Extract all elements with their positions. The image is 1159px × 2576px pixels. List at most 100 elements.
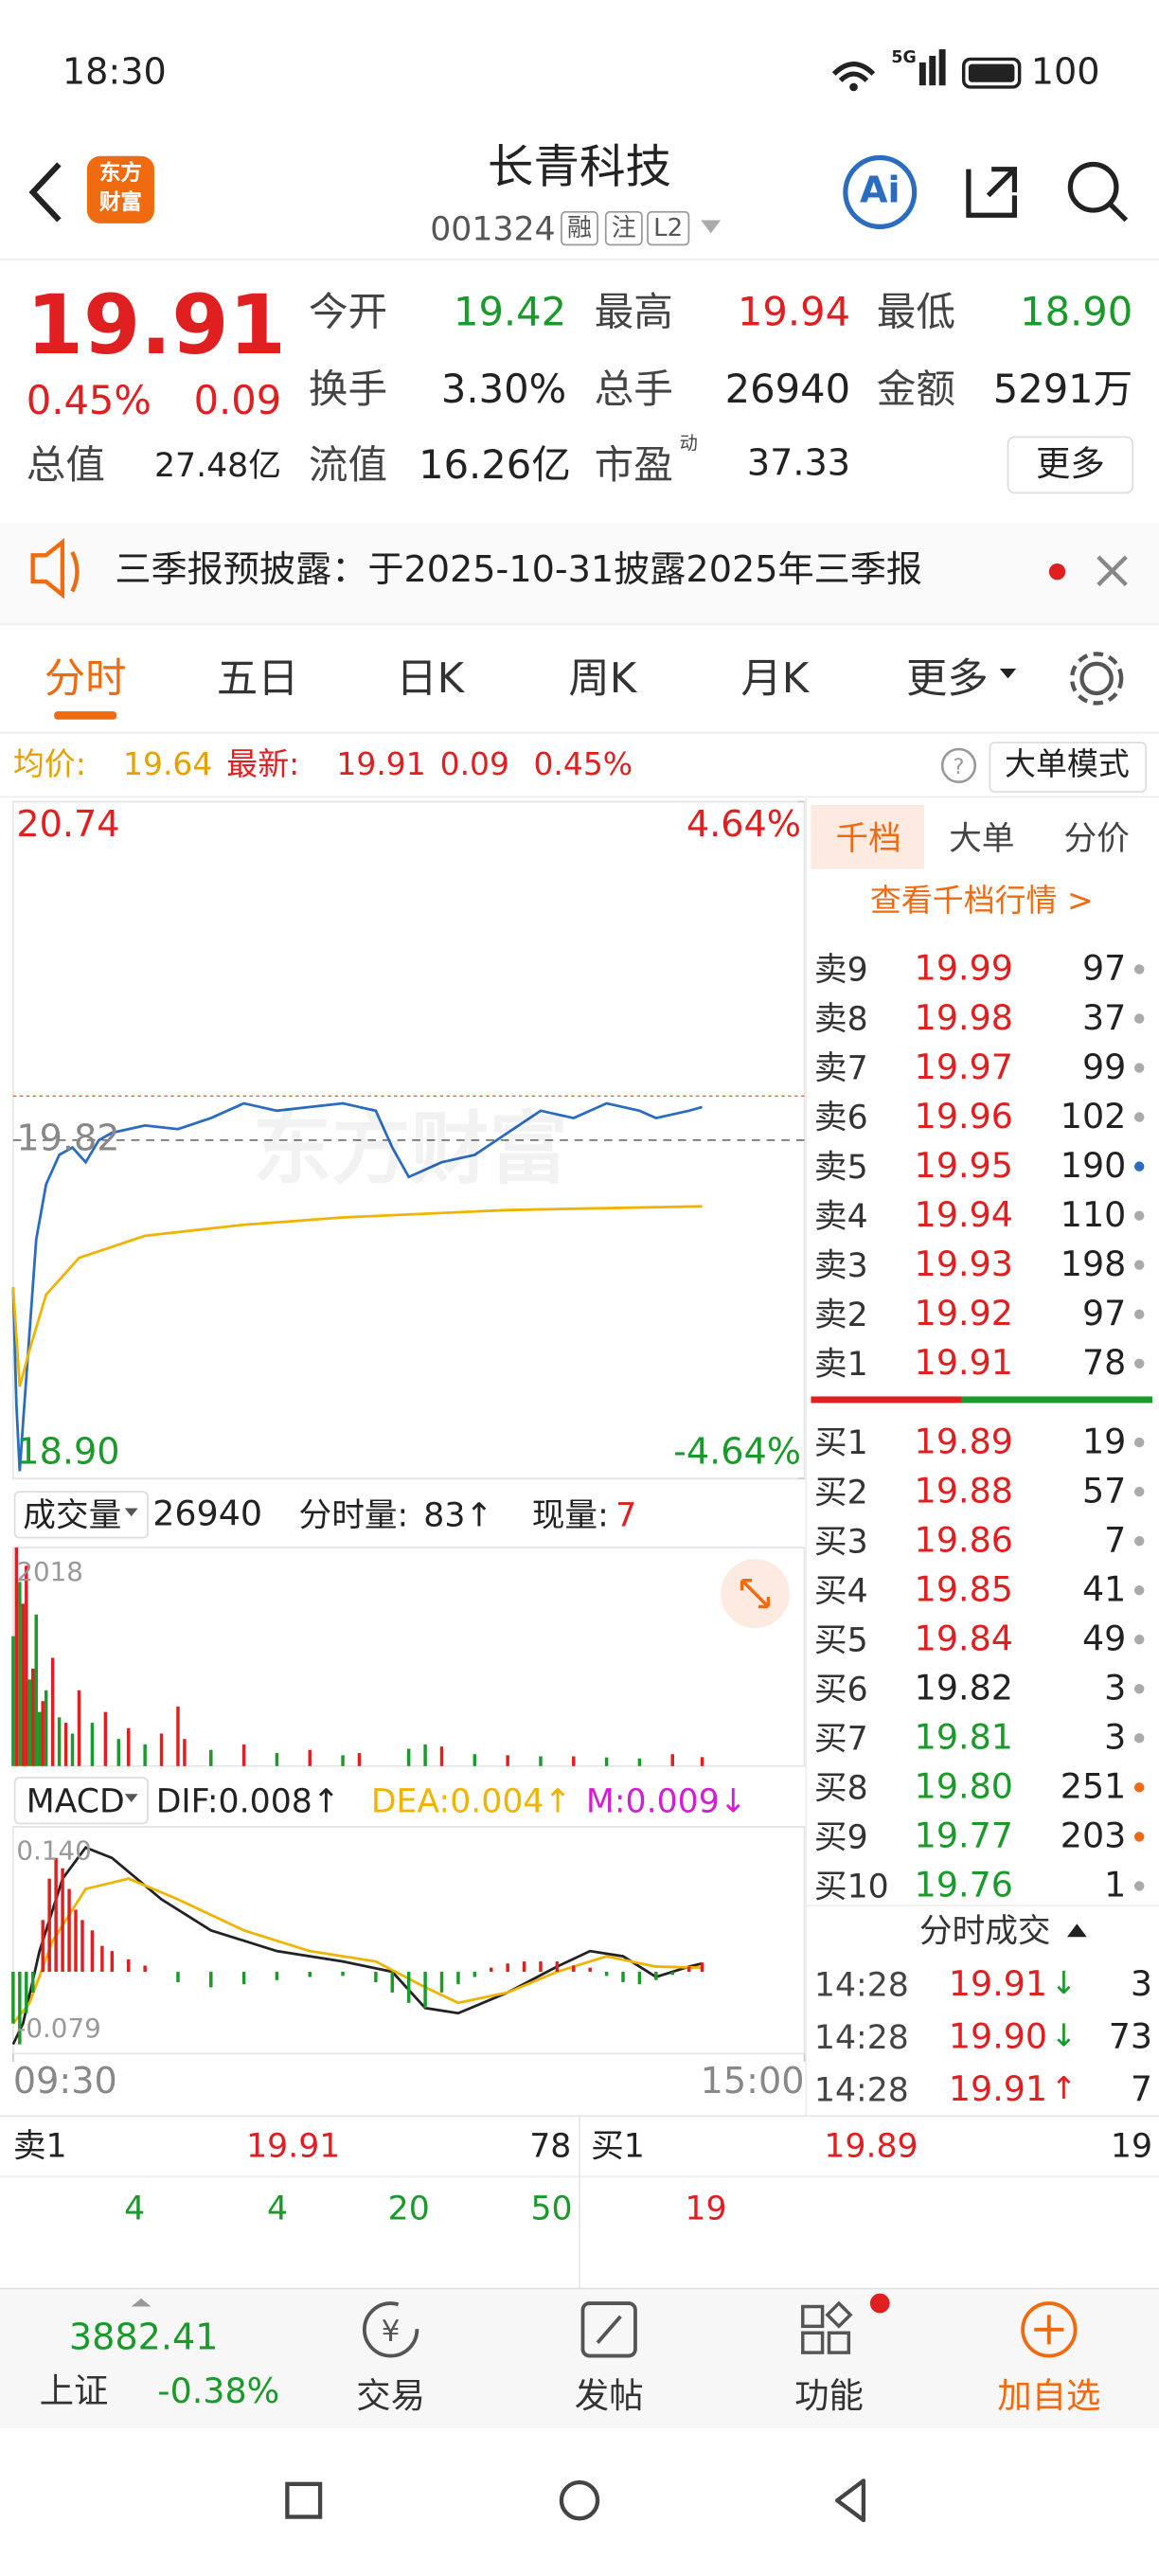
- book-volume: 41: [1081, 1569, 1127, 1610]
- bar: [54, 1857, 58, 1973]
- book-label: 卖7: [813, 1047, 868, 1088]
- queue-volume: 20: [387, 2188, 430, 2228]
- latest-change: 0.09: [439, 746, 509, 783]
- bar: [423, 1744, 427, 1766]
- chart-tab[interactable]: 分时: [44, 654, 127, 703]
- book-volume: 37: [1081, 997, 1127, 1038]
- bar: [25, 1565, 28, 1766]
- y-tick-label: 20.74: [16, 805, 120, 847]
- stock-tag: 融: [561, 210, 598, 246]
- ai-button[interactable]: Ai: [859, 170, 900, 212]
- bar: [654, 1972, 658, 1980]
- bar: [572, 1756, 576, 1766]
- index-value[interactable]: 3882.41: [68, 2317, 219, 2360]
- chart-tab[interactable]: 日K: [396, 654, 465, 703]
- book-volume: 78: [1081, 1343, 1127, 1383]
- book-price: 19.86: [914, 1520, 1013, 1561]
- book-price: 19.91: [914, 1343, 1013, 1383]
- notice-text[interactable]: 三季报预披露：于2025-10-31披露2025年三季报: [115, 550, 923, 592]
- book-dot: [1133, 1161, 1145, 1172]
- nav-item[interactable]: 发帖: [574, 2376, 644, 2416]
- price-line: [11, 1846, 703, 2046]
- bar: [41, 1701, 45, 1766]
- nav-item[interactable]: 交易: [356, 2376, 426, 2416]
- bar: [34, 1614, 38, 1766]
- chart-tab[interactable]: 周K: [568, 654, 637, 703]
- book-label: 卖3: [813, 1244, 868, 1285]
- bar: [116, 1739, 121, 1766]
- stat-label: 最高: [594, 289, 673, 335]
- book-dot: [1133, 1782, 1145, 1793]
- bar: [275, 1753, 279, 1766]
- y-tick-label: 18.90: [16, 1432, 120, 1475]
- chart-tab[interactable]: 五日: [216, 654, 299, 703]
- y-tick-label: 0.140: [16, 1834, 92, 1867]
- bar: [423, 1972, 427, 2009]
- index-name: 上证: [39, 2371, 109, 2411]
- current-volume-label: 现量:: [531, 1494, 609, 1535]
- bar: [670, 1972, 674, 1976]
- mode-button[interactable]: 大单模式: [1005, 746, 1130, 783]
- bar: [275, 1972, 279, 1980]
- bar: [31, 1972, 35, 1993]
- book-label: 卖5: [813, 1146, 868, 1187]
- chart-tab[interactable]: 月K: [740, 654, 810, 703]
- chart-tab[interactable]: 更多: [905, 654, 989, 703]
- bar: [700, 1757, 704, 1766]
- queue-volume: 19: [685, 2188, 727, 2228]
- bar: [37, 1711, 42, 1766]
- book-tab[interactable]: 分价: [1063, 817, 1130, 858]
- trade-volume: 7: [1130, 2068, 1153, 2109]
- bar: [439, 1972, 444, 1993]
- latest-change-pct: 0.45%: [533, 746, 633, 783]
- stat-value: 19.42: [453, 289, 567, 335]
- queue-volume: 4: [266, 2188, 289, 2228]
- more-button[interactable]: 更多: [1035, 444, 1105, 484]
- book-volume: 97: [1081, 1294, 1127, 1333]
- price-line: [11, 1205, 703, 1387]
- book-link[interactable]: 查看千档行情 >: [869, 883, 1094, 920]
- bar: [604, 1972, 609, 1977]
- stat-label: 流值: [308, 441, 388, 489]
- bar: [241, 1972, 246, 1985]
- stat-label: 总手: [594, 366, 673, 413]
- book-price: 19.95: [914, 1145, 1013, 1186]
- bar: [67, 1888, 71, 1973]
- indicator-select[interactable]: MACD: [26, 1780, 125, 1821]
- book-volume: 19: [1081, 1422, 1127, 1462]
- stock-code: 001324: [430, 208, 556, 248]
- nav-item[interactable]: 加自选: [997, 2376, 1101, 2416]
- level-price: 19.89: [824, 2125, 918, 2166]
- stat-label: 金额: [876, 366, 956, 413]
- book-label: 买7: [813, 1718, 868, 1759]
- bar: [176, 1972, 180, 1982]
- queue-volume: 4: [124, 2188, 146, 2228]
- bar: [74, 1909, 78, 1973]
- book-tab[interactable]: 千档: [835, 817, 901, 858]
- stat-label: 市盈: [594, 441, 673, 489]
- book-dot: [1133, 1881, 1145, 1891]
- indicator-select[interactable]: 成交量: [23, 1494, 122, 1535]
- bar: [637, 1972, 642, 1985]
- bar: [506, 1755, 509, 1766]
- book-price: 19.89: [914, 1422, 1013, 1462]
- bar: [308, 1749, 312, 1766]
- book-label: 卖4: [813, 1195, 868, 1236]
- bar: [539, 1756, 543, 1766]
- stock-name: 长青科技: [487, 139, 672, 194]
- book-label: 买4: [813, 1570, 868, 1611]
- bar: [490, 1967, 493, 1973]
- bar: [31, 1668, 35, 1766]
- level-price: 19.91: [246, 2125, 341, 2166]
- book-volume: 99: [1081, 1046, 1127, 1087]
- trades-title[interactable]: 分时成交: [918, 1910, 1051, 1951]
- book-tab[interactable]: 大单: [949, 817, 1015, 858]
- bar: [18, 1972, 22, 2045]
- bar: [308, 1972, 312, 1977]
- bar: [588, 1967, 592, 1973]
- level-volume: 19: [1110, 2125, 1153, 2166]
- bar: [77, 1690, 81, 1766]
- bar: [176, 1706, 180, 1766]
- book-label: 买1: [813, 1422, 868, 1462]
- nav-item[interactable]: 功能: [794, 2376, 864, 2416]
